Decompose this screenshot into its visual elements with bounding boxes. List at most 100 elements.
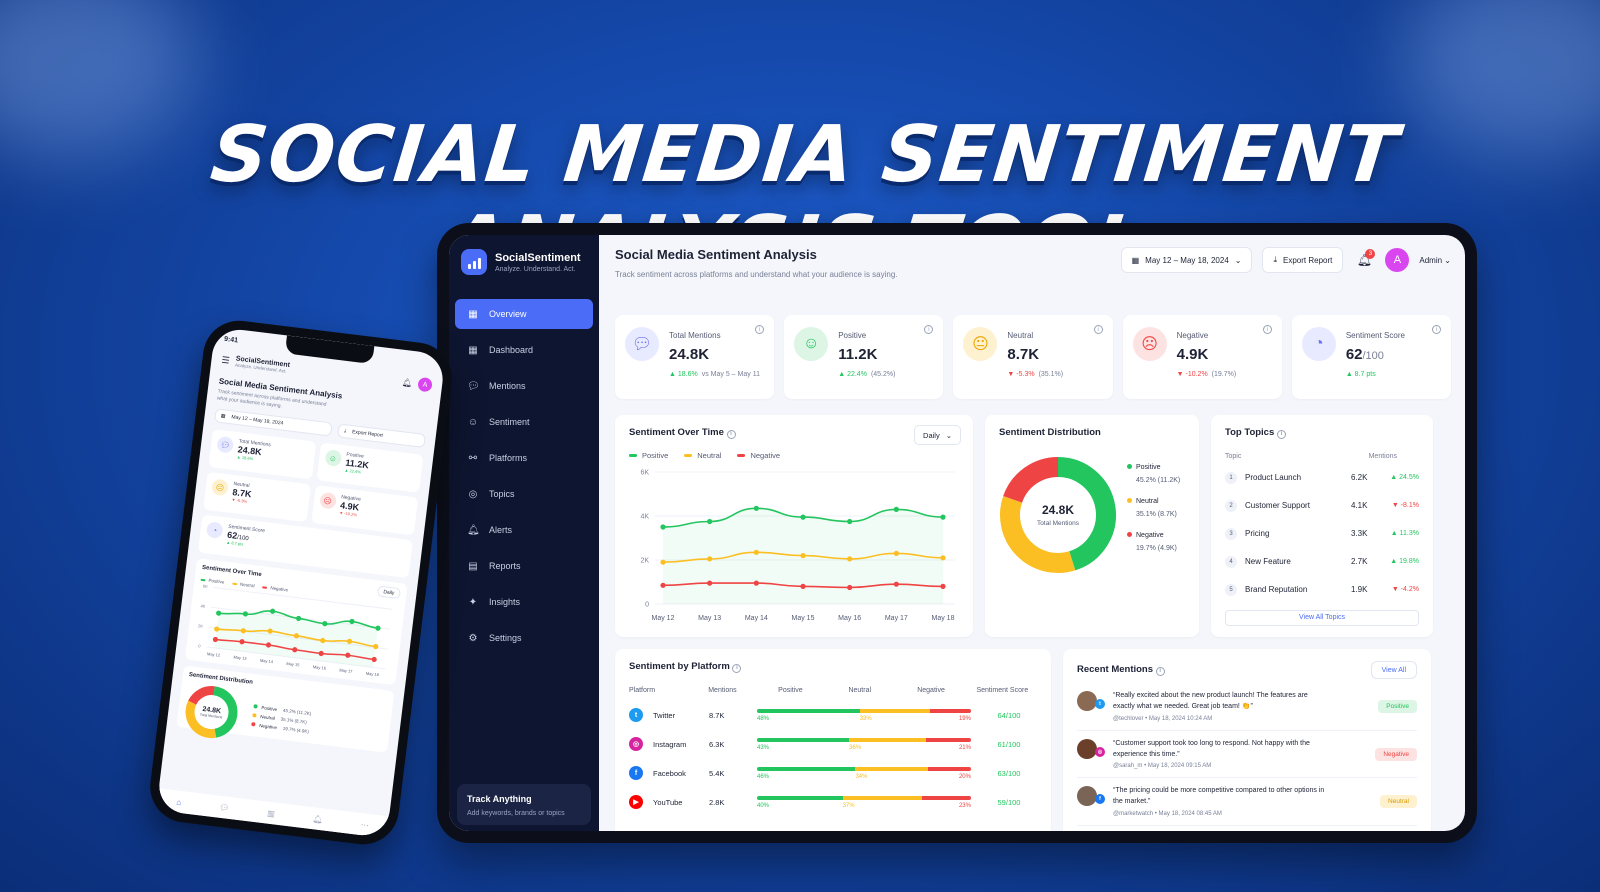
sidebar-item-settings[interactable]: ⚙ Settings (455, 623, 593, 653)
bell-icon[interactable]: 🔔︎ (401, 377, 413, 388)
info-icon[interactable]: i (1262, 325, 1272, 334)
data-point-positive[interactable] (847, 518, 853, 524)
chart-icon[interactable]: ▥ (266, 808, 276, 818)
platform-row-twitter[interactable]: t Twitter 8.7K 48% 33% 19% 64/100 (629, 701, 1037, 730)
sidebar-item-reports[interactable]: ▤ Reports (455, 551, 593, 581)
data-point-negative[interactable] (239, 639, 245, 645)
sidebar-item-alerts[interactable]: 🔔︎ Alerts (455, 515, 593, 545)
data-point-positive[interactable] (753, 505, 759, 511)
menu-icon[interactable]: ☰ (221, 354, 231, 366)
data-point-neutral[interactable] (293, 633, 300, 639)
home-icon[interactable]: ⌂ (175, 796, 182, 807)
data-point-negative[interactable] (800, 583, 806, 589)
phone-tab-bar: ⌂ 💬︎ ▥ 🔔︎ ⋯ (156, 788, 390, 839)
data-point-positive[interactable] (295, 615, 302, 622)
sidebar-item-overview[interactable]: ▦ Overview (455, 299, 593, 329)
export-report-button[interactable]: ⤓ Export Report (1262, 247, 1344, 273)
data-point-neutral[interactable] (940, 554, 946, 560)
notifications-button[interactable]: 🔔︎ 3 (1353, 249, 1376, 271)
data-point-negative[interactable] (940, 583, 946, 589)
chat-icon[interactable]: 💬︎ (218, 802, 230, 813)
platform-row-youtube[interactable]: ▶ YouTube 2.8K 40% 37% 23% 59/100 (629, 788, 1037, 817)
avatar[interactable]: A (1385, 248, 1410, 272)
mention-item[interactable]: ◎ “Customer support took too long to resp… (1077, 731, 1417, 779)
data-point-neutral[interactable] (346, 638, 353, 644)
data-point-positive[interactable] (940, 514, 946, 520)
data-point-negative[interactable] (292, 647, 298, 653)
track-anything-card[interactable]: Track Anything Add keywords, brands or t… (457, 784, 591, 825)
period-select[interactable]: Daily ⌄ (914, 425, 961, 445)
data-point-negative[interactable] (371, 656, 377, 663)
topic-row[interactable]: 2 Customer Support 4.1K ▼ -8.1% (1225, 492, 1419, 520)
info-icon[interactable]: i (1276, 429, 1286, 439)
data-point-positive[interactable] (322, 621, 328, 627)
mention-item[interactable]: f “The pricing could be more competitive … (1077, 778, 1417, 827)
data-point-positive[interactable] (270, 608, 276, 614)
data-point-neutral[interactable] (753, 549, 759, 555)
data-point-positive[interactable] (660, 523, 666, 530)
topic-row[interactable]: 5 Brand Reputation 1.9K ▼ -4.2% (1225, 576, 1419, 604)
data-point-neutral[interactable] (847, 555, 853, 561)
phone-avatar[interactable]: A (417, 376, 433, 393)
sidebar-item-sentiment[interactable]: ☺ Sentiment (455, 407, 593, 437)
info-icon[interactable]: i (732, 663, 742, 673)
view-all-mentions-button[interactable]: View All (1370, 661, 1417, 679)
sidebar-item-insights[interactable]: ✦ Insights (455, 587, 593, 617)
mention-item[interactable]: t “Really excited about the new product l… (1077, 683, 1417, 731)
donut-slice-neutral[interactable] (185, 700, 219, 739)
info-icon[interactable]: i (755, 325, 765, 334)
data-point-neutral[interactable] (800, 552, 806, 558)
info-icon[interactable]: i (726, 429, 736, 439)
data-point-neutral[interactable] (240, 628, 246, 634)
data-point-positive[interactable] (349, 618, 355, 625)
data-point-negative[interactable] (212, 636, 219, 643)
data-point-negative[interactable] (265, 642, 272, 648)
data-point-negative[interactable] (660, 582, 666, 588)
info-icon[interactable]: i (1432, 325, 1442, 334)
topic-row[interactable]: 4 New Feature 2.7K ▲ 19.8% (1225, 548, 1419, 576)
platform-row-instagram[interactable]: ◎ Instagram 6.3K 43% 36% 21% 61/100 (629, 730, 1037, 759)
user-menu[interactable]: Admin ⌄ (1419, 256, 1451, 265)
data-point-negative[interactable] (707, 580, 713, 586)
donut-slice-positive[interactable] (209, 686, 238, 738)
donut-slice-neutral[interactable] (1000, 496, 1076, 573)
topic-row[interactable]: 3 Pricing 3.3K ▲ 11.3% (1225, 520, 1419, 548)
donut-slice-negative[interactable] (1003, 457, 1059, 504)
phone-export-button[interactable]: ⤓ Export Report (337, 423, 427, 449)
phone-period-select[interactable]: Daily (376, 585, 402, 600)
donut-slice-negative[interactable] (188, 686, 215, 705)
info-icon[interactable]: i (1155, 666, 1165, 676)
info-icon[interactable]: i (1093, 325, 1103, 334)
data-point-neutral[interactable] (320, 637, 326, 644)
data-point-neutral[interactable] (214, 626, 220, 632)
topic-row[interactable]: 1 Product Launch 6.2K ▲ 24.5% (1225, 464, 1419, 492)
date-range-picker[interactable]: ▦ May 12 – May 18, 2024 ⌄ (1120, 247, 1253, 273)
data-point-neutral[interactable] (267, 628, 273, 634)
data-point-neutral[interactable] (707, 555, 713, 561)
data-point-negative[interactable] (893, 581, 899, 587)
donut-slice-positive[interactable] (1057, 457, 1116, 571)
data-point-negative[interactable] (847, 584, 853, 590)
data-point-positive[interactable] (707, 518, 713, 524)
data-point-positive[interactable] (216, 610, 222, 616)
data-point-neutral[interactable] (660, 559, 666, 565)
sidebar-item-platforms[interactable]: ⚯ Platforms (455, 443, 593, 473)
data-point-neutral[interactable] (373, 643, 379, 650)
bell-icon[interactable]: 🔔︎ (312, 813, 324, 824)
kpi-card-sentiment-score: ◔ Sentiment Score 62/100 ▲ 8.7 pts i (1291, 315, 1452, 399)
data-point-positive[interactable] (800, 514, 806, 520)
data-point-negative[interactable] (318, 650, 324, 657)
platform-row-facebook[interactable]: f Facebook 5.4K 46% 34% 20% 63/100 (629, 759, 1037, 788)
data-point-positive[interactable] (375, 625, 381, 631)
data-point-negative[interactable] (753, 580, 759, 586)
view-all-topics-button[interactable]: View All Topics (1225, 609, 1419, 626)
info-icon[interactable]: i (924, 325, 934, 334)
sidebar-item-mentions[interactable]: 💬︎ Mentions (455, 371, 593, 401)
sidebar-item-topics[interactable]: ◎ Topics (455, 479, 593, 509)
data-point-positive[interactable] (242, 611, 249, 617)
data-point-neutral[interactable] (893, 550, 899, 556)
sidebar-item-dashboard[interactable]: ▦ Dashboard (455, 335, 593, 365)
more-icon[interactable]: ⋯ (360, 819, 370, 830)
data-point-negative[interactable] (345, 652, 351, 658)
data-point-positive[interactable] (893, 506, 899, 512)
